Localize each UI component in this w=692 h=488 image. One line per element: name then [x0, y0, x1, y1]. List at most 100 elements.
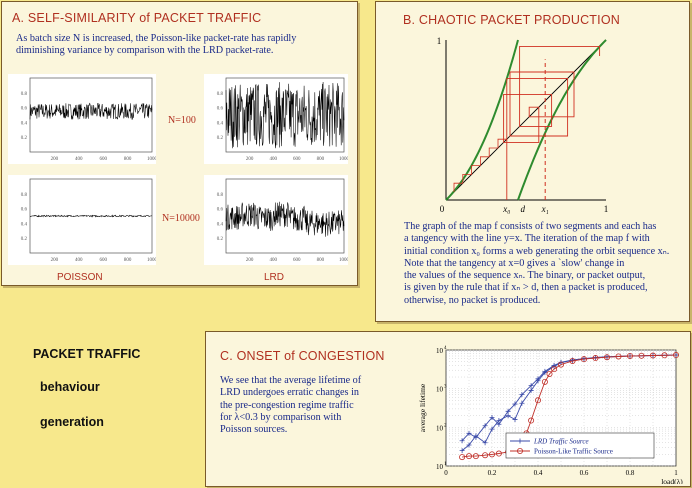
- data-point: [459, 454, 466, 461]
- panel-b-text-line: Note that the tangency at x=0 gives a `s…: [404, 257, 625, 269]
- x-tick-label: 200: [246, 157, 254, 162]
- data-point: [672, 352, 679, 359]
- x-tick-label: 0: [444, 469, 448, 477]
- panel-onset-congestion: C. ONSET of CONGESTION We see that the a…: [205, 331, 691, 487]
- panel-self-similarity: A. SELF-SIMILARITY of PACKET TRAFFIC As …: [1, 1, 358, 286]
- y-tick-label: 0.4: [217, 121, 224, 126]
- data-point: [580, 356, 587, 363]
- panel-b-text-line: is given by the rule that if xₙ > d, the…: [404, 282, 648, 294]
- slow-staircase: [453, 138, 507, 192]
- y-axis-label: average lifetime: [418, 383, 427, 432]
- x-tick-label: 600: [99, 157, 107, 162]
- n100-label: N=100: [168, 115, 196, 126]
- x-tick-label: 400: [269, 157, 277, 162]
- diagonal-line: [445, 39, 607, 201]
- x-tick-label: 1000: [339, 157, 348, 162]
- panel-b-text-line: a tangency with the line y=x. The iterat…: [404, 233, 650, 245]
- x-tick-label: 0.2: [488, 469, 497, 477]
- panel-c-text-line: for λ<0.3 by comparison with: [220, 411, 342, 423]
- x-tick-label: 1000: [147, 258, 156, 263]
- d-label: d: [521, 204, 526, 214]
- poisson-n100-plot: 0.8 0.6 0.4 0.2 200 400 600 800 1000: [8, 74, 156, 164]
- data-point: [519, 392, 525, 398]
- n10000-label: N=10000: [162, 213, 200, 224]
- x-tick-label: 400: [75, 157, 83, 162]
- behaviour-label: behaviour: [40, 380, 100, 394]
- data-point: [466, 430, 472, 436]
- x-tick-label: 0.8: [626, 469, 635, 477]
- data-point: [535, 378, 541, 384]
- panel-b-text-line: The graph of the map f consists of two s…: [404, 221, 657, 232]
- y-tick-label: 0.8: [217, 193, 224, 198]
- y-tick-label: 0.8: [21, 92, 28, 97]
- panel-c-text: We see that the average lifetime of LRD …: [220, 375, 361, 436]
- x-tick-label: 200: [246, 258, 254, 263]
- y-tick-label: 0.6: [21, 107, 28, 112]
- y-tick-label: 10: [436, 386, 444, 394]
- x1-label: x₁: [541, 204, 549, 214]
- x-tick-label: 600: [293, 258, 301, 263]
- data-point: [592, 355, 599, 362]
- data-point: [505, 408, 511, 414]
- series-line: [462, 354, 677, 458]
- data-point: [505, 413, 511, 419]
- series-line: [29, 102, 153, 120]
- panel-b-title: B. CHAOTIC PACKET PRODUCTION: [403, 13, 620, 27]
- data-point: [626, 352, 633, 359]
- panel-b-text-line: the values of the sequence xₙ. The binar…: [404, 270, 646, 282]
- y-tick-label: 0.4: [217, 222, 224, 227]
- y-tick-label: 0.6: [21, 208, 28, 213]
- y-tick-label: 10: [436, 347, 444, 355]
- data-point: [542, 370, 548, 376]
- y-tick-exponent: 1: [444, 462, 447, 467]
- data-point: [489, 451, 496, 458]
- data-point: [661, 352, 668, 359]
- y-tick-label: 0.2: [21, 136, 28, 141]
- y-tick-label: 0.4: [21, 121, 28, 126]
- lrd-n10000-plot: 0.8 0.6 0.4 0.2 200 400 600 800 1000: [204, 175, 348, 265]
- data-point: [482, 440, 488, 446]
- data-point: [615, 353, 622, 360]
- legend-marker-lrd: [517, 438, 523, 444]
- data-point: [546, 370, 553, 377]
- data-point: [557, 361, 564, 368]
- x-tick-label: 200: [51, 157, 59, 162]
- panel-b-text: The graph of the map f consists of two s…: [404, 221, 669, 307]
- y-tick-label: 0.6: [217, 107, 224, 112]
- data-point: [466, 442, 472, 448]
- panel-chaotic-production: B. CHAOTIC PACKET PRODUCTION 1 0 1 x₀ d x₁ Th…: [375, 1, 690, 322]
- x-axis-label: load(λ): [661, 477, 683, 484]
- series-line: [225, 81, 345, 149]
- data-point: [496, 418, 502, 424]
- panel-a-title: A. SELF-SIMILARITY of PACKET TRAFFIC: [12, 11, 262, 25]
- generation-label: generation: [40, 415, 104, 429]
- y-tick-label: 0.2: [217, 136, 224, 141]
- y-tick-label: 0.6: [217, 208, 224, 213]
- poisson-n10000-plot: 0.8 0.6 0.4 0.2 200 400 600 800 1000: [8, 175, 156, 265]
- series-line: [225, 201, 345, 237]
- data-point: [459, 438, 465, 444]
- x-tick-label: 800: [124, 157, 132, 162]
- x-tick-label: 0.6: [580, 469, 589, 477]
- x-tick-label: 1000: [147, 157, 156, 162]
- x-tick-label: 0.4: [534, 469, 543, 477]
- data-point: [489, 426, 495, 432]
- y-tick-label: 0.2: [217, 237, 224, 242]
- panel-c-text-line: the pre-congestion regime traffic: [220, 399, 354, 411]
- x-tick-label: 1: [674, 469, 678, 477]
- data-point: [535, 397, 542, 404]
- data-point: [519, 400, 525, 406]
- panel-a-text-line: As batch size N is increased, the Poisso…: [16, 33, 297, 44]
- data-point: [482, 452, 489, 459]
- panel-c-title: C. ONSET of CONGESTION: [220, 349, 385, 363]
- data-point: [528, 383, 534, 389]
- panel-c-text-line: LRD undergoes erratic changes in: [220, 387, 359, 399]
- data-point: [512, 416, 518, 422]
- y-tick-exponent: 4: [444, 346, 447, 351]
- data-point: [649, 352, 656, 359]
- x0-label: x₀: [502, 204, 510, 214]
- data-point: [541, 378, 548, 385]
- poisson-label: POISSON: [57, 272, 103, 283]
- map-segment-left: [445, 39, 519, 201]
- data-point: [512, 401, 518, 407]
